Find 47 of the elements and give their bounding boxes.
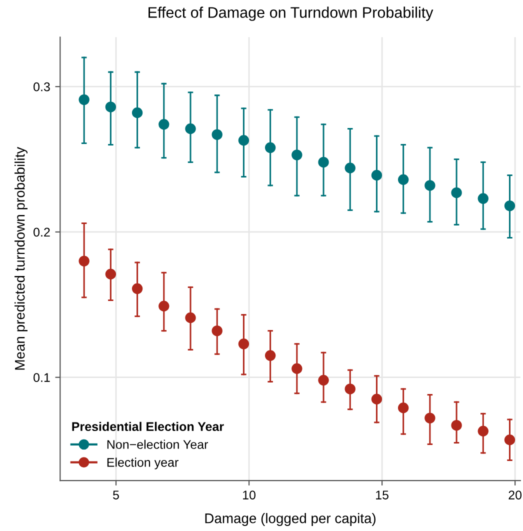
point: [264, 142, 276, 154]
point: [264, 350, 276, 361]
point: [78, 256, 90, 266]
point: [318, 374, 329, 386]
point: [344, 162, 356, 174]
point: [238, 135, 250, 146]
y-tick-label: 0.1: [34, 373, 50, 382]
point: [292, 363, 302, 374]
point: [292, 150, 302, 160]
point: [504, 200, 516, 212]
chart-title: Effect of Damage on Turndown Probability: [148, 6, 434, 21]
y-axis-title: Mean predicted turndown probability: [14, 146, 28, 370]
x-axis-title: Damage (logged per capita): [205, 513, 376, 526]
point: [318, 156, 329, 168]
legend-label: Election year: [107, 458, 178, 470]
x-tick-label: 10: [243, 490, 256, 500]
point: [371, 170, 382, 181]
point: [504, 434, 516, 446]
point: [185, 312, 196, 324]
x-tick-label: 15: [376, 490, 388, 500]
point: [478, 426, 488, 436]
x-tick-label: 20: [508, 490, 522, 500]
point: [78, 94, 90, 106]
point: [185, 123, 196, 134]
point: [158, 300, 170, 312]
point: [105, 268, 116, 280]
point: [478, 193, 488, 204]
point: [238, 338, 250, 350]
y-tick-label: 0.3: [34, 82, 50, 92]
point: [424, 180, 436, 191]
point: [212, 325, 222, 336]
y-tick-label: 0.2: [34, 228, 50, 237]
point: [344, 384, 356, 394]
legend-title: Presidential Election Year: [72, 422, 224, 432]
point: [398, 174, 409, 185]
point: [398, 402, 409, 414]
point: [371, 394, 382, 404]
x-tick-label: 5: [113, 490, 119, 500]
point: [132, 283, 143, 294]
point: [424, 412, 436, 424]
point: [105, 102, 116, 112]
legend-label: Non−election Year: [107, 440, 208, 449]
point: [158, 119, 170, 130]
point: [212, 129, 222, 140]
point: [451, 187, 462, 198]
point: [132, 107, 143, 118]
point: [451, 420, 462, 431]
